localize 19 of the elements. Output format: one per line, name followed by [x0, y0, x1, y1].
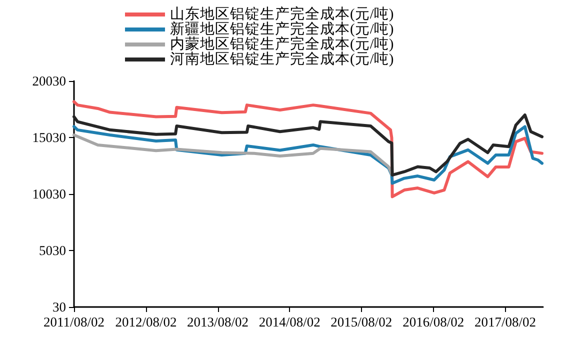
- legend-label: 河南地区铝锭生产完全成本(元/吨): [170, 50, 394, 68]
- x-tick-label: 2011/08/02: [43, 314, 105, 330]
- y-tick-label: 5030: [39, 243, 66, 258]
- legend-label: 山东地区铝锭生产完全成本(元/吨): [170, 6, 394, 22]
- y-tick-label: 20030: [32, 74, 66, 88]
- x-tick-label: 2012/08/02: [115, 314, 177, 330]
- legend-label: 新疆地区铝锭生产完全成本(元/吨): [170, 20, 394, 38]
- x-tick-label: 2016/08/02: [402, 314, 464, 330]
- line-series: [72, 134, 394, 177]
- x-tick-label: 2017/08/02: [474, 314, 536, 330]
- y-tick-label: 30: [52, 300, 66, 314]
- legend-label: 内蒙地区铝锭生产完全成本(元/吨): [170, 36, 394, 52]
- x-tick-label: 2015/08/02: [330, 314, 392, 330]
- line-series: [72, 100, 544, 198]
- line-series: [72, 114, 544, 177]
- x-tick-label: 2013/08/02: [187, 314, 249, 330]
- y-tick-label: 15030: [32, 130, 66, 145]
- x-tick-label: 2014/08/02: [258, 314, 320, 330]
- y-tick-label: 10030: [32, 186, 66, 202]
